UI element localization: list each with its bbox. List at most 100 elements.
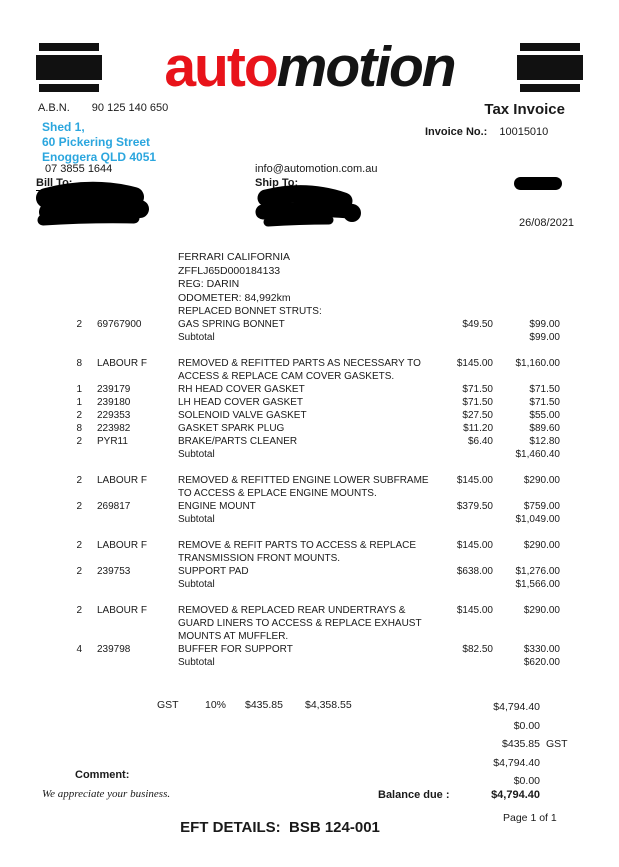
cell-amt: $1,276.00	[515, 566, 561, 577]
cell-qty: 2	[76, 566, 82, 577]
table-row: Subtotal $620.00	[60, 656, 560, 669]
total-line: $0.00	[420, 775, 540, 794]
page-number: Page 1 of 1	[503, 812, 557, 824]
cell-unit: $638.00	[456, 566, 493, 577]
cell-desc: SUPPORT PAD	[178, 566, 249, 577]
table-row: REPLACED BONNET STRUTS:	[60, 305, 560, 318]
total-value: $0.00	[513, 719, 540, 732]
abn-line: A.B.N. 90 125 140 650	[38, 102, 168, 114]
cell-qty: 2	[76, 605, 82, 616]
vehicle-details: FERRARI CALIFORNIA ZFFLJ65D000184133 REG…	[178, 251, 291, 305]
cell-part	[84, 305, 178, 318]
cell-unit: $49.50	[462, 319, 493, 330]
eft-details: EFT DETAILS: BSB 124-001 ACCOUNT # 20499…	[150, 783, 410, 867]
address-line: Shed 1,	[42, 120, 85, 134]
cell-qty: 2	[76, 475, 82, 486]
balance-due-value: $4,794.40	[491, 789, 540, 801]
cell-qty	[60, 305, 84, 318]
cell-qty: 4	[76, 644, 82, 655]
invoice-number-row: Invoice No.: 10015010	[425, 126, 548, 138]
cell-unit: $145.00	[456, 358, 493, 369]
cell-amt: $71.50	[529, 384, 560, 395]
cell-unit	[438, 656, 493, 669]
cell-desc: Subtotal	[178, 579, 215, 590]
cell-amt: $290.00	[523, 475, 560, 486]
cell-amt: $330.00	[523, 644, 560, 655]
cell-desc: REMOVED & REFITTED PARTS AS NECESSARY TO…	[178, 358, 421, 382]
total-value: $0.00	[513, 775, 540, 788]
cell-unit: $27.50	[462, 410, 493, 421]
comment-label: Comment:	[75, 769, 130, 781]
table-row: 4 239798 BUFFER FOR SUPPORT $82.50 $330.00	[60, 643, 560, 656]
cell-desc: BRAKE/PARTS CLEANER	[178, 436, 298, 447]
cell-qty: 1	[76, 384, 82, 395]
cell-unit: $71.50	[462, 384, 493, 395]
gst-label: GST	[157, 699, 179, 711]
invoice-number-label: Invoice No.:	[425, 126, 488, 138]
table-row: 2 LABOUR F REMOVE & REFIT PARTS TO ACCESS …	[60, 539, 560, 565]
cell-part: 223982	[97, 423, 131, 434]
table-row: Subtotal $1,566.00	[60, 578, 560, 591]
total-value: $4,794.40	[493, 756, 540, 769]
address-line: Enoggera QLD 4051	[42, 150, 157, 164]
cell-qty	[60, 448, 84, 461]
cell-desc: GAS SPRING BONNET	[178, 319, 285, 330]
cell-desc: BUFFER FOR SUPPORT	[178, 644, 293, 655]
redaction-pill	[514, 177, 562, 190]
invoice-number-value: 10015010	[499, 126, 549, 138]
cell-qty	[60, 578, 84, 591]
total-line: $435.85 GST	[420, 738, 568, 757]
cell-amt: $620.00	[523, 657, 560, 668]
cell-amt: $99.00	[529, 332, 560, 343]
gst-amount: $435.85	[245, 699, 283, 711]
cell-amt: $89.60	[529, 423, 560, 434]
items-table: REPLACED BONNET STRUTS: 2 69767900 GAS SPRI…	[60, 305, 560, 669]
total-line: $4,794.40	[420, 757, 540, 776]
cell-part: 69767900	[97, 319, 142, 330]
cell-qty: 2	[76, 436, 82, 447]
cell-qty: 8	[76, 423, 82, 434]
gst-net-amount: $4,358.55	[305, 699, 352, 711]
cell-amt: $1,566.00	[515, 579, 561, 590]
vehicle-vin: ZFFLJ65D000184133	[178, 264, 281, 277]
total-line: $4,794.40	[420, 701, 540, 720]
cell-qty	[60, 513, 84, 526]
cell-amt: $99.00	[529, 319, 560, 330]
cell-qty	[60, 331, 84, 344]
abn-value: 90 125 140 650	[91, 102, 169, 114]
table-row: 1 239180 LH HEAD COVER GASKET $71.50 $71.50	[60, 396, 560, 409]
table-row: 2 69767900 GAS SPRING BONNET $49.50 $99.00	[60, 318, 560, 331]
table-row: 8 LABOUR F REMOVED & REFITTED PARTS AS NEC…	[60, 357, 560, 383]
balance-due-label: Balance due :	[378, 789, 450, 801]
cell-unit	[438, 448, 493, 461]
cell-unit	[438, 331, 493, 344]
cell-unit: $82.50	[462, 644, 493, 655]
table-row: 2 269817 ENGINE MOUNT $379.50 $759.00	[60, 500, 560, 513]
cell-amt: $759.00	[523, 501, 560, 512]
cell-qty	[60, 656, 84, 669]
cell-desc: REMOVED & REFITTED ENGINE LOWER SUBFRAME…	[178, 475, 429, 499]
total-value: $4,794.40	[493, 701, 540, 713]
ship-to-label: Ship To:	[255, 177, 299, 189]
cell-amt: $1,160.00	[515, 358, 561, 369]
cell-amt: $55.00	[529, 410, 560, 421]
logo-bars-right-icon	[517, 41, 583, 93]
cell-part	[84, 656, 178, 669]
logo-auto-text: auto	[164, 35, 278, 99]
table-row: 2 PYR11 BRAKE/PARTS CLEANER $6.40 $12.80	[60, 435, 560, 448]
cell-qty: 2	[76, 501, 82, 512]
cell-desc: LH HEAD COVER GASKET	[178, 397, 304, 408]
cell-part	[84, 578, 178, 591]
cell-unit: $11.20	[463, 423, 493, 434]
abn-label: A.B.N.	[38, 102, 70, 114]
brand-logo-text: automotion	[102, 39, 517, 96]
business-address: Shed 1, 60 Pickering Street Enoggera QLD…	[42, 120, 156, 165]
cell-desc: Subtotal	[178, 514, 215, 525]
cell-part: 239798	[97, 644, 131, 655]
gst-rate: 10%	[205, 699, 227, 711]
cell-desc: SOLENOID VALVE GASKET	[178, 410, 307, 421]
totals-stack: $4,794.40 $0.00 $435.85 GST $4,794.40 $0.00	[420, 701, 568, 794]
invoice-date: 26/08/2021	[519, 217, 575, 229]
cell-amt: $12.80	[529, 436, 560, 447]
cell-desc: REMOVED & REPLACED REAR UNDERTRAYS & GUA…	[178, 605, 422, 642]
